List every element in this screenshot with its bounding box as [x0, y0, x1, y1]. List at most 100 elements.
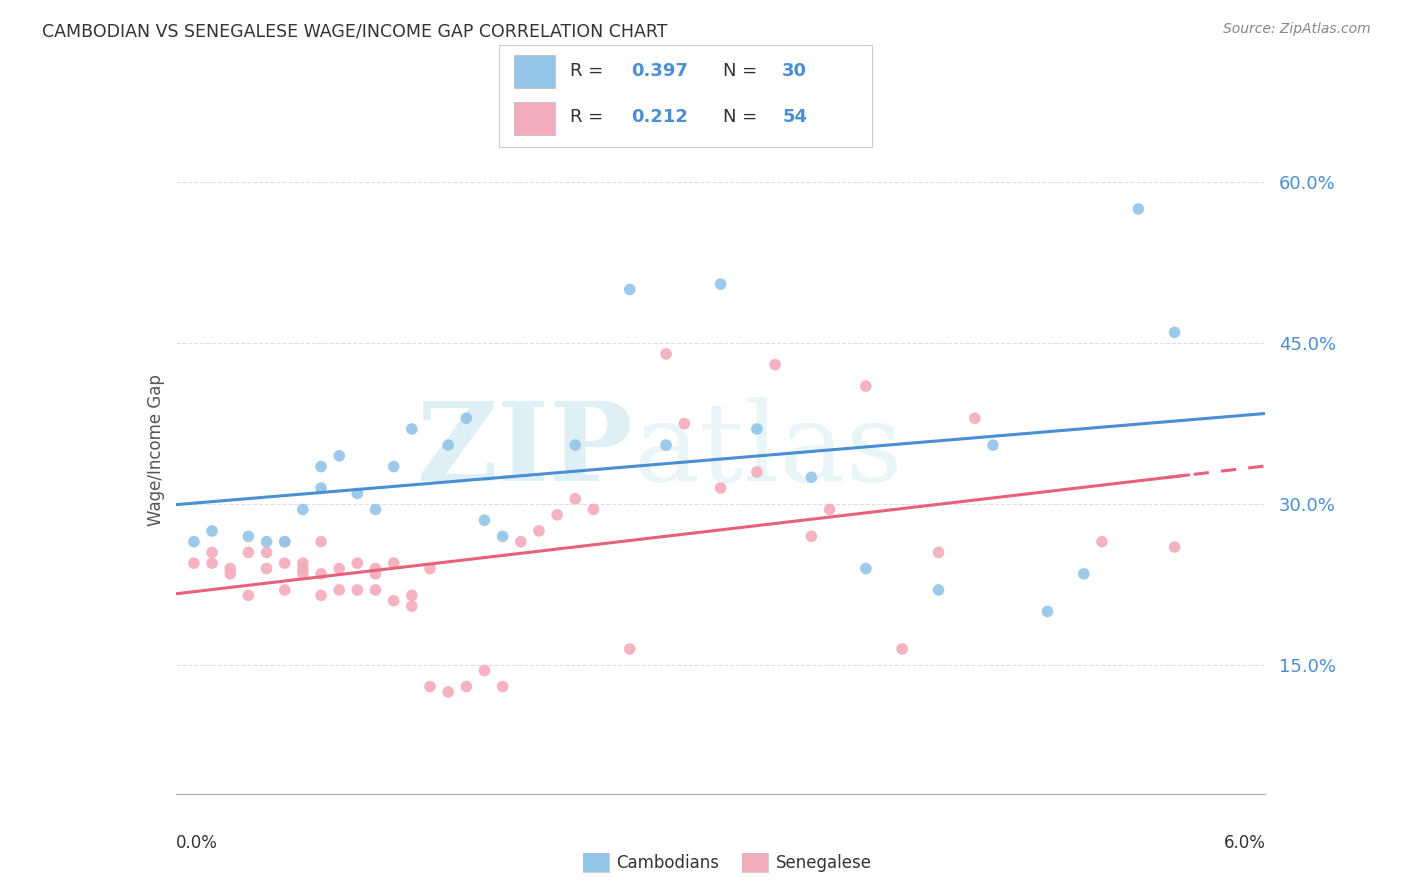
- Text: atlas: atlas: [633, 397, 903, 504]
- Point: [309, 588, 332, 602]
- Point: [183, 556, 205, 570]
- Point: [564, 438, 586, 452]
- Y-axis label: Wage/Income Gap: Wage/Income Gap: [146, 375, 165, 526]
- Point: [456, 680, 478, 694]
- Point: [201, 545, 224, 559]
- Point: [201, 524, 224, 538]
- Point: [673, 417, 696, 431]
- Text: 30: 30: [782, 62, 807, 80]
- Point: [401, 422, 423, 436]
- Point: [437, 438, 460, 452]
- Text: Senegalese: Senegalese: [776, 855, 872, 872]
- Point: [1163, 540, 1185, 554]
- Text: ZIP: ZIP: [416, 397, 633, 504]
- Point: [382, 593, 405, 607]
- Text: Cambodians: Cambodians: [616, 855, 718, 872]
- Point: [456, 411, 478, 425]
- Point: [818, 502, 841, 516]
- Point: [183, 534, 205, 549]
- Point: [546, 508, 568, 522]
- Bar: [515, 55, 555, 87]
- Point: [382, 459, 405, 474]
- Point: [419, 561, 441, 575]
- Point: [800, 529, 823, 543]
- Point: [274, 534, 297, 549]
- Point: [891, 642, 914, 657]
- Point: [238, 545, 260, 559]
- Point: [710, 277, 733, 292]
- Text: 0.212: 0.212: [631, 109, 689, 127]
- Point: [710, 481, 733, 495]
- Point: [274, 582, 297, 597]
- Point: [1073, 566, 1095, 581]
- Point: [256, 545, 278, 559]
- Point: [745, 422, 768, 436]
- Point: [346, 556, 368, 570]
- Point: [509, 534, 531, 549]
- Point: [291, 561, 314, 575]
- Point: [219, 566, 242, 581]
- Point: [963, 411, 986, 425]
- Point: [564, 491, 586, 506]
- Point: [274, 556, 297, 570]
- Point: [474, 664, 496, 678]
- Point: [492, 529, 515, 543]
- Text: 0.397: 0.397: [631, 62, 689, 80]
- Point: [328, 561, 350, 575]
- Point: [346, 582, 368, 597]
- Point: [401, 588, 423, 602]
- Point: [401, 599, 423, 613]
- Point: [582, 502, 605, 516]
- Point: [492, 680, 515, 694]
- Point: [1091, 534, 1114, 549]
- Point: [619, 642, 641, 657]
- Point: [328, 449, 350, 463]
- Point: [800, 470, 823, 484]
- Point: [219, 561, 242, 575]
- Point: [346, 486, 368, 500]
- Point: [364, 502, 387, 516]
- Text: 54: 54: [782, 109, 807, 127]
- Point: [364, 582, 387, 597]
- Point: [855, 561, 877, 575]
- Point: [201, 556, 224, 570]
- Point: [309, 459, 332, 474]
- Point: [274, 534, 297, 549]
- Point: [1128, 202, 1150, 216]
- Point: [309, 481, 332, 495]
- Point: [981, 438, 1004, 452]
- Text: CAMBODIAN VS SENEGALESE WAGE/INCOME GAP CORRELATION CHART: CAMBODIAN VS SENEGALESE WAGE/INCOME GAP …: [42, 22, 668, 40]
- Bar: [515, 102, 555, 135]
- Text: 0.0%: 0.0%: [176, 834, 218, 852]
- Point: [419, 680, 441, 694]
- Text: R =: R =: [569, 109, 609, 127]
- Point: [309, 566, 332, 581]
- Text: N =: N =: [723, 109, 762, 127]
- Point: [745, 465, 768, 479]
- Point: [238, 588, 260, 602]
- Point: [763, 358, 786, 372]
- Point: [928, 545, 950, 559]
- Point: [291, 566, 314, 581]
- Point: [655, 347, 678, 361]
- Point: [328, 582, 350, 597]
- Point: [291, 502, 314, 516]
- Point: [309, 534, 332, 549]
- Point: [1036, 604, 1059, 618]
- Point: [364, 566, 387, 581]
- Point: [256, 561, 278, 575]
- Point: [256, 534, 278, 549]
- Point: [928, 582, 950, 597]
- Point: [474, 513, 496, 527]
- Point: [291, 556, 314, 570]
- Point: [437, 685, 460, 699]
- Point: [1163, 326, 1185, 340]
- Point: [527, 524, 550, 538]
- Text: Source: ZipAtlas.com: Source: ZipAtlas.com: [1223, 22, 1371, 37]
- Point: [238, 529, 260, 543]
- Text: R =: R =: [569, 62, 609, 80]
- Text: 6.0%: 6.0%: [1223, 834, 1265, 852]
- Point: [364, 561, 387, 575]
- Point: [619, 283, 641, 297]
- Point: [855, 379, 877, 393]
